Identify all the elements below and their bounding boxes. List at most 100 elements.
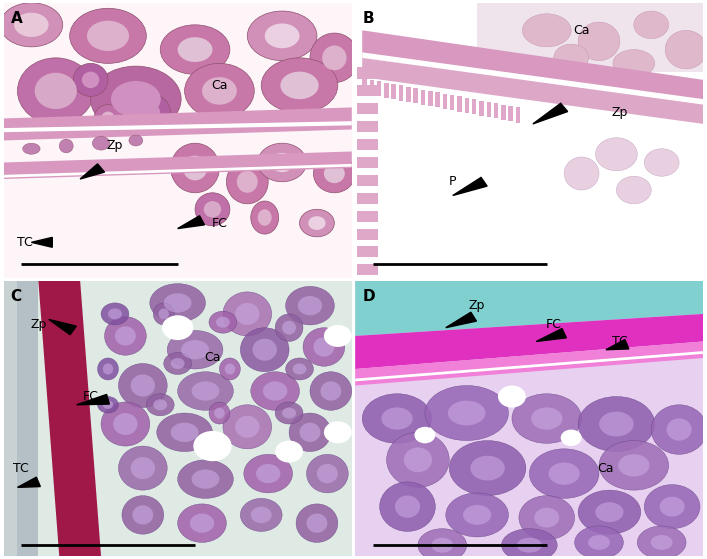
Ellipse shape (160, 25, 230, 74)
Ellipse shape (380, 482, 436, 532)
Bar (384, 83, 389, 98)
Ellipse shape (192, 470, 219, 489)
Ellipse shape (463, 505, 491, 525)
Ellipse shape (181, 340, 209, 359)
Ellipse shape (644, 149, 679, 176)
Bar (392, 84, 396, 99)
Ellipse shape (108, 309, 122, 319)
Ellipse shape (94, 105, 122, 132)
Bar (357, 121, 378, 132)
Ellipse shape (264, 23, 300, 48)
Ellipse shape (225, 363, 235, 375)
Text: A: A (11, 11, 22, 26)
Ellipse shape (448, 401, 486, 425)
Polygon shape (4, 164, 352, 178)
Ellipse shape (446, 493, 508, 537)
Bar (414, 88, 418, 103)
Circle shape (324, 325, 352, 347)
Ellipse shape (660, 497, 684, 517)
Ellipse shape (387, 432, 449, 487)
Ellipse shape (258, 209, 271, 226)
Ellipse shape (404, 447, 432, 472)
Bar (450, 95, 455, 110)
Circle shape (275, 440, 303, 463)
Polygon shape (38, 281, 101, 556)
Ellipse shape (101, 112, 115, 125)
Ellipse shape (275, 314, 303, 342)
Ellipse shape (308, 216, 326, 230)
Ellipse shape (613, 50, 655, 77)
Ellipse shape (307, 514, 327, 533)
Ellipse shape (595, 138, 637, 170)
Ellipse shape (153, 399, 167, 410)
Ellipse shape (650, 535, 672, 550)
Ellipse shape (216, 316, 230, 328)
Polygon shape (446, 312, 477, 328)
Circle shape (162, 315, 193, 340)
Ellipse shape (170, 423, 199, 442)
Bar (357, 193, 378, 204)
Ellipse shape (310, 372, 352, 410)
Text: Zp: Zp (30, 319, 47, 331)
Text: TC: TC (13, 462, 29, 475)
Ellipse shape (0, 3, 63, 47)
Polygon shape (355, 342, 703, 386)
Polygon shape (606, 339, 629, 350)
Ellipse shape (261, 58, 338, 113)
Bar (377, 81, 381, 96)
Ellipse shape (282, 321, 296, 335)
Bar (357, 175, 378, 186)
Ellipse shape (195, 193, 230, 226)
Ellipse shape (153, 303, 174, 325)
Polygon shape (452, 177, 487, 196)
Ellipse shape (534, 508, 559, 528)
Text: Zp: Zp (469, 299, 485, 312)
Polygon shape (49, 319, 76, 335)
Ellipse shape (418, 529, 467, 559)
Ellipse shape (320, 381, 341, 401)
Ellipse shape (119, 446, 167, 490)
Ellipse shape (14, 13, 49, 37)
Text: Zp: Zp (612, 106, 628, 120)
Ellipse shape (235, 416, 259, 438)
Ellipse shape (517, 538, 542, 553)
Ellipse shape (23, 143, 40, 154)
Ellipse shape (105, 316, 146, 355)
Bar (443, 94, 447, 109)
Ellipse shape (530, 449, 599, 499)
Ellipse shape (129, 135, 143, 146)
Ellipse shape (190, 514, 214, 533)
Ellipse shape (158, 309, 169, 319)
Bar (486, 102, 491, 117)
Ellipse shape (554, 44, 588, 72)
Text: TC: TC (16, 236, 33, 249)
Ellipse shape (223, 405, 271, 449)
Ellipse shape (425, 386, 508, 440)
Polygon shape (355, 314, 703, 369)
Circle shape (498, 386, 526, 408)
Ellipse shape (247, 11, 317, 60)
Ellipse shape (177, 372, 233, 410)
Polygon shape (4, 121, 352, 132)
Ellipse shape (131, 457, 155, 479)
Text: Ca: Ca (573, 24, 590, 37)
Bar (362, 78, 367, 94)
Text: TC: TC (612, 335, 628, 348)
Ellipse shape (170, 358, 185, 369)
Ellipse shape (263, 381, 287, 401)
Bar (357, 247, 378, 258)
Ellipse shape (519, 496, 575, 539)
Ellipse shape (588, 535, 610, 550)
Ellipse shape (303, 328, 345, 366)
Ellipse shape (644, 485, 700, 529)
Ellipse shape (637, 526, 686, 559)
Ellipse shape (98, 396, 119, 413)
Polygon shape (355, 281, 703, 336)
Bar (516, 107, 520, 122)
Ellipse shape (183, 155, 207, 181)
Ellipse shape (204, 201, 221, 217)
Ellipse shape (209, 311, 237, 333)
Bar (479, 101, 484, 116)
Bar (421, 89, 425, 105)
Ellipse shape (214, 408, 225, 419)
